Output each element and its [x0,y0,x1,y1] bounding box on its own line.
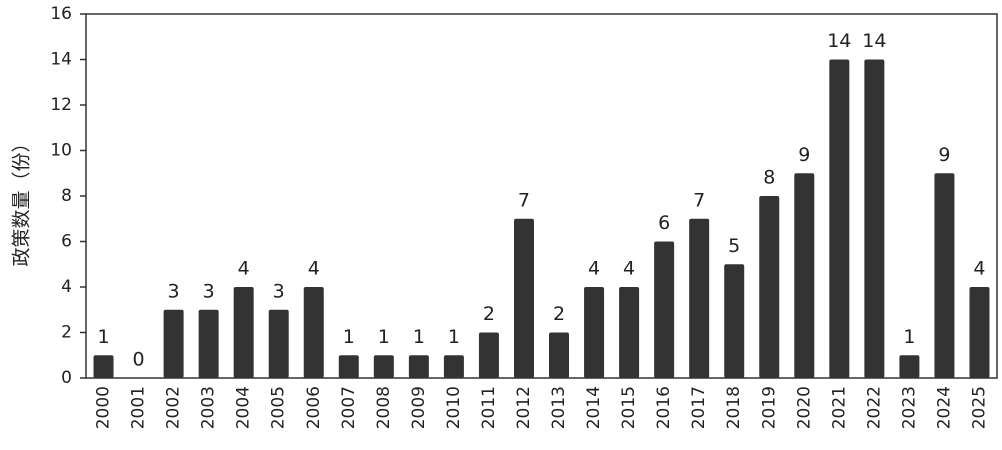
x-tick-label: 2002 [164,386,184,429]
x-tick-label: 2003 [199,386,219,429]
data-label: 7 [518,189,530,211]
x-tick-label: 2016 [654,386,674,429]
x-tick-label: 2008 [374,386,394,429]
bar [338,355,359,378]
data-label: 3 [273,280,285,302]
y-axis-label: 政策数量（份） [11,133,33,266]
bar [584,287,605,378]
bar [689,218,710,378]
y-tick-label: 12 [50,95,72,115]
x-tick-label: 2022 [864,386,884,429]
bar [619,287,640,378]
bar [408,355,429,378]
x-tick-label: 2011 [479,386,499,429]
bar [513,218,534,378]
x-tick-label: 2024 [934,386,954,429]
bar [829,59,850,378]
bar [373,355,394,378]
data-label: 9 [798,144,810,166]
x-tick-label: 2017 [689,386,709,429]
x-tick-label: 2018 [724,386,744,429]
data-label: 4 [238,258,250,280]
data-label: 3 [168,280,180,302]
data-label: 1 [448,326,460,348]
y-tick-label: 2 [61,323,72,343]
bar [934,173,955,378]
y-tick-label: 6 [61,232,72,252]
data-label: 7 [693,189,705,211]
data-label: 1 [343,326,355,348]
x-tick-label: 2010 [444,386,464,429]
x-tick-label: 2014 [584,386,604,429]
data-label: 8 [763,167,775,189]
data-label: 6 [658,212,670,234]
bar [759,196,780,378]
data-label: 3 [203,280,215,302]
x-tick-label: 2025 [969,386,989,429]
data-label: 14 [827,30,851,52]
y-tick-label: 8 [61,186,72,206]
y-tick-label: 4 [61,277,72,297]
bar [233,287,254,378]
x-tick-label: 2009 [409,386,429,429]
data-label: 4 [588,258,600,280]
x-tick-label: 2020 [794,386,814,429]
x-tick-label: 2000 [94,386,114,429]
data-label: 4 [623,258,635,280]
data-label: 2 [483,303,495,325]
data-label: 4 [973,258,985,280]
bar [724,264,745,378]
bar [303,287,324,378]
bar [443,355,464,378]
x-tick-label: 2004 [234,386,254,429]
plot-frame [85,13,998,379]
data-label: 1 [378,326,390,348]
x-tick-label: 2015 [619,386,639,429]
x-tick-label: 2012 [514,386,534,429]
bar [969,287,990,378]
bar [268,309,289,378]
bar [654,241,675,378]
data-label: 4 [308,258,320,280]
x-tick-label: 2006 [304,386,324,429]
x-tick-label: 2007 [339,386,359,429]
data-label: 14 [862,30,886,52]
x-tick-label: 2019 [759,386,779,429]
y-tick-label: 16 [50,4,72,24]
data-label: 9 [938,144,950,166]
bar [93,355,114,378]
y-tick-label: 0 [61,368,72,388]
bar [163,309,184,378]
bar [198,309,219,378]
bar [899,355,920,378]
x-tick-label: 2013 [549,386,569,429]
bar [794,173,815,378]
y-tick-label: 14 [50,50,72,70]
y-tick-label: 10 [50,141,72,161]
x-tick-label: 2021 [829,386,849,429]
data-label: 2 [553,303,565,325]
data-label: 5 [728,235,740,257]
x-tick-label: 2005 [269,386,289,429]
x-tick-label: 2023 [899,386,919,429]
bar [549,332,570,378]
x-tick-label: 2001 [129,386,149,429]
data-label: 1 [413,326,425,348]
bar [864,59,885,378]
data-label: 0 [133,349,145,371]
bar [478,332,499,378]
data-label: 1 [903,326,915,348]
data-label: 1 [97,326,109,348]
